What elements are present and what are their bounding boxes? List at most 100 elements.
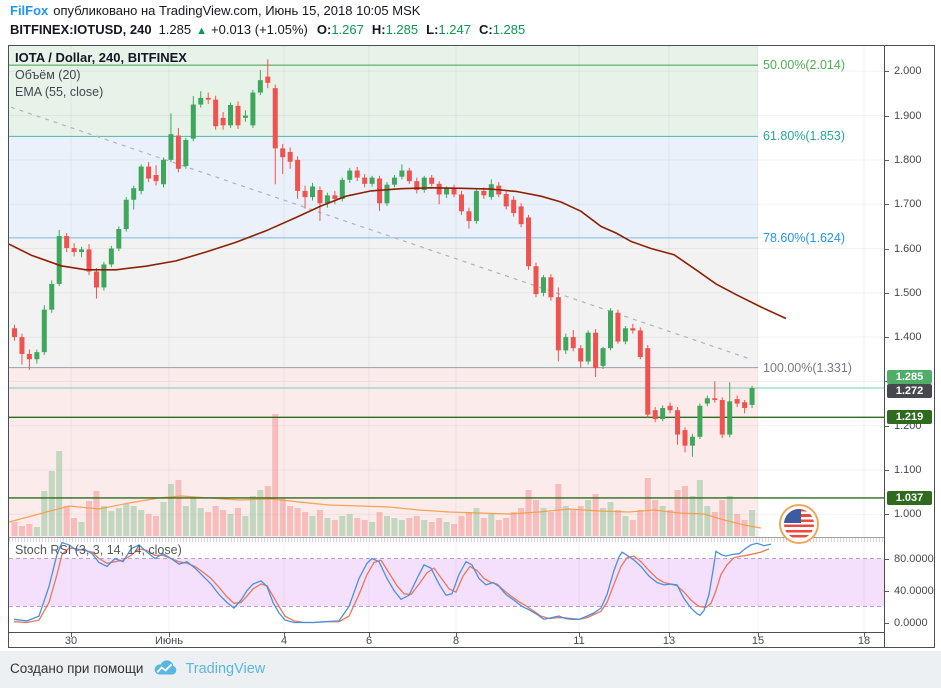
volume-bar (78, 522, 85, 536)
candle-body (414, 181, 420, 191)
volume-bar (138, 510, 145, 536)
price-pane[interactable]: IOTA / Dollar, 240, BITFINEX Объём (20) … (9, 46, 884, 537)
fib-zone (9, 237, 758, 368)
volume-bar (391, 518, 398, 536)
time-axis-label: Июнь (155, 635, 183, 647)
attribution-text: опубликовано на TradingView.com, Июнь 15… (53, 3, 421, 18)
time-axis[interactable]: 30 Июнь 4 6 8 11 13 15 18 (9, 633, 884, 647)
stoch-axis-label: 0.0000 (894, 616, 928, 629)
volume-bar (518, 508, 525, 536)
volume-bar (406, 518, 413, 536)
volume-bar (272, 414, 279, 536)
volume-bar (428, 522, 435, 536)
volume-bar (495, 520, 502, 536)
candle-body (459, 194, 464, 212)
time-axis-label: 4 (280, 635, 288, 647)
price-badge: 1.285 (887, 370, 932, 385)
candle-body (585, 332, 591, 362)
price-axis-tick (885, 248, 889, 250)
candle-body (175, 135, 181, 169)
pane-divider[interactable] (9, 537, 884, 538)
volume-bar (644, 478, 651, 536)
price-axis-tick (885, 204, 889, 206)
candle-body (302, 190, 308, 198)
candle-body (742, 402, 748, 408)
volume-bar (257, 490, 264, 536)
volume-bar (294, 508, 301, 536)
volume-bar (741, 520, 748, 536)
candle-body (555, 297, 561, 351)
volume-bar (488, 514, 495, 536)
attribution-line: FilFox опубликовано на TradingView.com, И… (10, 3, 420, 18)
price-axis-label: 1.600 (894, 242, 922, 255)
volume-bar (160, 502, 167, 536)
time-axis-tick (169, 633, 170, 637)
volume-bar (175, 480, 182, 536)
candle-body (608, 310, 613, 349)
volume-bar (287, 506, 294, 536)
volume-bar (465, 512, 472, 536)
volume-bar (533, 500, 539, 536)
candle-body (26, 353, 32, 360)
price-axis[interactable]: 2.0001.9001.8001.7001.6001.5001.4001.300… (884, 46, 934, 647)
candle-body (689, 436, 695, 446)
candle-body (645, 348, 651, 415)
candle-body (675, 410, 681, 435)
candle-body (406, 170, 412, 182)
ohlc-label: L: (426, 22, 439, 37)
candle-body (511, 199, 517, 214)
price-axis-tick (885, 71, 889, 73)
price-axis-tick (885, 115, 889, 117)
volume-bar (398, 520, 405, 536)
candle-body (682, 430, 688, 446)
volume-bar (361, 520, 368, 536)
stoch-rsi-canvas (9, 538, 884, 632)
volume-bar (629, 520, 636, 536)
candle-body (488, 184, 494, 198)
author-link[interactable]: FilFox (10, 3, 49, 18)
candle-body (369, 177, 375, 184)
candle-body (190, 104, 196, 139)
volume-bar (242, 516, 249, 536)
candle-body (630, 328, 636, 331)
fib-zone (9, 367, 758, 537)
ohlc-values: O:1.267 H:1.285 L:1.247 C:1.285 (317, 22, 533, 37)
volume-bar (63, 506, 70, 536)
price-change: +0.013 (+1.05%) (211, 22, 308, 37)
candle-body (339, 179, 345, 199)
candle-body (138, 166, 144, 191)
volume-bar (41, 491, 48, 536)
candle-body (429, 177, 435, 184)
candle-body (481, 190, 487, 196)
candle-body (213, 99, 219, 127)
candle-body (272, 88, 278, 149)
volume-bar (354, 518, 361, 536)
volume-bar (100, 506, 107, 536)
candle-body (257, 80, 263, 93)
price-axis-label: 1.400 (894, 331, 922, 344)
candle-body (660, 407, 666, 420)
volume-bar (734, 514, 741, 536)
arrow-up-icon: ▲ (196, 25, 208, 37)
volume-bar (145, 514, 152, 536)
candle-body (436, 183, 442, 195)
volume-bar (220, 510, 227, 536)
candle-body (205, 97, 211, 100)
tradingview-link[interactable]: TradingView (185, 660, 266, 677)
candle-body (86, 249, 92, 272)
volume-bar (264, 486, 271, 536)
candle-body (600, 348, 606, 366)
time-axis-tick (284, 633, 285, 637)
candle-body (637, 330, 643, 358)
candle-body (578, 348, 584, 362)
volume-bar (115, 508, 122, 536)
volume-bar (659, 506, 666, 536)
volume-bar (682, 486, 688, 536)
candle-body (12, 328, 17, 338)
price-axis-label: 1.900 (894, 109, 922, 122)
volume-bar (339, 516, 346, 536)
volume-bar (227, 514, 234, 536)
candle-body (727, 401, 733, 435)
stoch-pane[interactable]: Stoch RSI (3, 3, 14, 14, close) (9, 538, 884, 632)
ohlc-label: C: (478, 22, 493, 37)
